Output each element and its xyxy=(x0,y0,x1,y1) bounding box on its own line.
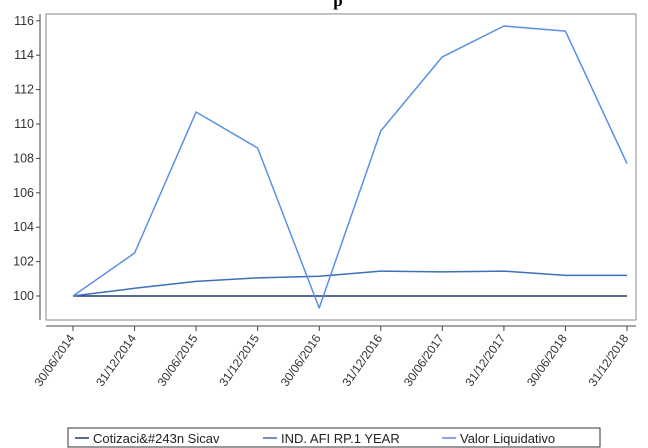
y-tick-label: 106 xyxy=(13,186,34,200)
plot-area-frame xyxy=(45,13,637,321)
x-axis: 30/06/2014 31/12/2014 30/06/2015 31/12/2015… xyxy=(32,325,636,389)
x-tick-label: 30/06/2016 xyxy=(278,331,324,388)
y-tick-label: 110 xyxy=(14,117,34,131)
legend-entry: IND. AFI RP.1 YEAR xyxy=(281,431,400,446)
series-line-3 xyxy=(72,25,628,309)
legend-entry: Cotizaci&#243n Sicav xyxy=(93,431,220,446)
y-tick-label: 108 xyxy=(13,151,34,165)
x-tick-label: 31/12/2018 xyxy=(586,331,632,388)
y-tick-label: 112 xyxy=(14,83,34,97)
y-tick-label: 104 xyxy=(13,220,34,234)
legend: Cotizaci&#243n Sicav IND. AFI RP.1 YEAR Va… xyxy=(67,427,601,448)
x-tick-label: 31/12/2017 xyxy=(462,331,508,388)
legend-frame xyxy=(67,427,601,448)
x-tick-label: 30/06/2015 xyxy=(155,331,201,388)
series-line-2 xyxy=(72,270,627,297)
y-tick-label: 116 xyxy=(14,14,34,28)
series-layer xyxy=(72,25,628,309)
y-tick-label: 100 xyxy=(13,289,34,303)
legend-entry: Valor Liquidativo xyxy=(460,431,555,446)
x-tick-label: 30/06/2018 xyxy=(524,331,570,388)
x-tick-label: 30/06/2014 xyxy=(32,331,78,388)
x-tick-label: 31/12/2016 xyxy=(339,331,385,388)
y-tick-label: 102 xyxy=(13,255,34,269)
y-tick-label: 114 xyxy=(14,48,34,62)
x-tick-label: 30/06/2017 xyxy=(401,331,447,388)
chart-title: p xyxy=(333,0,342,10)
x-tick-label: 31/12/2014 xyxy=(93,331,139,388)
y-axis: 100 102 104 106 108 110 112 114 116 xyxy=(13,14,41,320)
x-tick-label: 31/12/2015 xyxy=(216,331,262,388)
